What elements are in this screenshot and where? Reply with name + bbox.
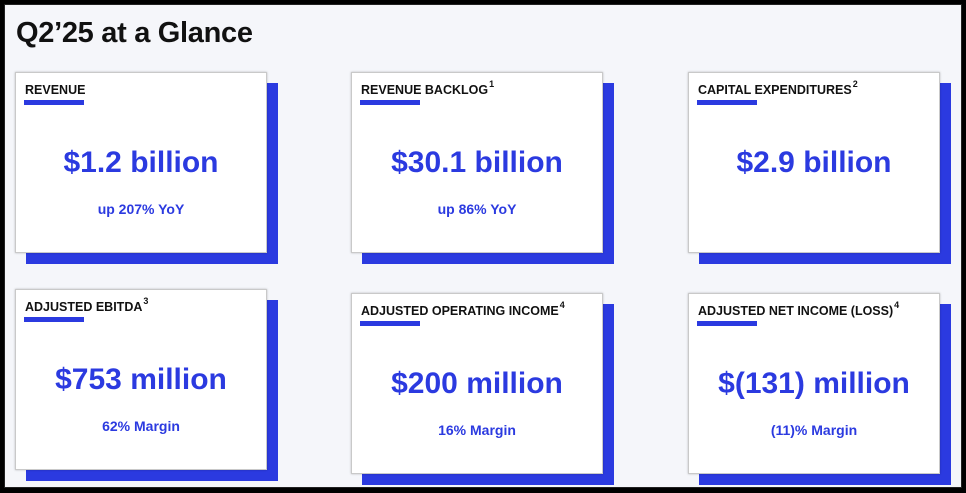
card-subtext: up 207% YoY xyxy=(97,201,185,217)
card-body: ADJUSTED OPERATING INCOME4 $200 million … xyxy=(351,293,603,474)
card-capital-expenditures: CAPITAL EXPENDITURES2 $2.9 billion xyxy=(688,72,951,264)
card-label: CAPITAL EXPENDITURES2 xyxy=(698,79,858,98)
card-subtext: up 86% YoY xyxy=(437,201,517,217)
card-value: $1.2 billion xyxy=(63,146,219,179)
card-revenue: REVENUE $1.2 billion up 207% YoY xyxy=(15,72,278,264)
card-body: ADJUSTED EBITDA3 $753 million 62% Margin xyxy=(15,289,267,470)
card-label: ADJUSTED EBITDA3 xyxy=(25,296,149,315)
card-subtext: 62% Margin xyxy=(102,418,180,434)
card-subtext: 16% Margin xyxy=(438,422,516,438)
card-adjusted-net-income: ADJUSTED NET INCOME (LOSS)4 $(131) milli… xyxy=(688,293,951,485)
accent-bar xyxy=(360,321,420,326)
accent-bar xyxy=(24,100,84,105)
accent-bar xyxy=(697,321,757,326)
card-label: ADJUSTED NET INCOME (LOSS)4 xyxy=(698,300,900,319)
card-label: REVENUE BACKLOG1 xyxy=(361,79,495,98)
card-value: $200 million xyxy=(391,367,563,400)
card-adjusted-ebitda: ADJUSTED EBITDA3 $753 million 62% Margin xyxy=(15,289,278,481)
card-label: ADJUSTED OPERATING INCOME4 xyxy=(361,300,565,319)
page-title: Q2’25 at a Glance xyxy=(16,17,253,49)
card-value: $753 million xyxy=(55,363,227,396)
accent-bar xyxy=(24,317,84,322)
card-label: REVENUE xyxy=(25,83,86,98)
card-body: CAPITAL EXPENDITURES2 $2.9 billion xyxy=(688,72,940,253)
card-adjusted-operating-income: ADJUSTED OPERATING INCOME4 $200 million … xyxy=(351,293,614,485)
card-subtext: (11)% Margin xyxy=(770,422,858,438)
card-value: $2.9 billion xyxy=(736,146,892,179)
card-body: REVENUE BACKLOG1 $30.1 billion up 86% Yo… xyxy=(351,72,603,253)
accent-bar xyxy=(360,100,420,105)
card-value: $(131) million xyxy=(718,367,910,400)
card-value: $30.1 billion xyxy=(391,146,563,179)
card-revenue-backlog: REVENUE BACKLOG1 $30.1 billion up 86% Yo… xyxy=(351,72,614,264)
slide-frame: Q2’25 at a Glance REVENUE $1.2 billion u… xyxy=(4,4,962,488)
card-body: ADJUSTED NET INCOME (LOSS)4 $(131) milli… xyxy=(688,293,940,474)
accent-bar xyxy=(697,100,757,105)
card-body: REVENUE $1.2 billion up 207% YoY xyxy=(15,72,267,253)
